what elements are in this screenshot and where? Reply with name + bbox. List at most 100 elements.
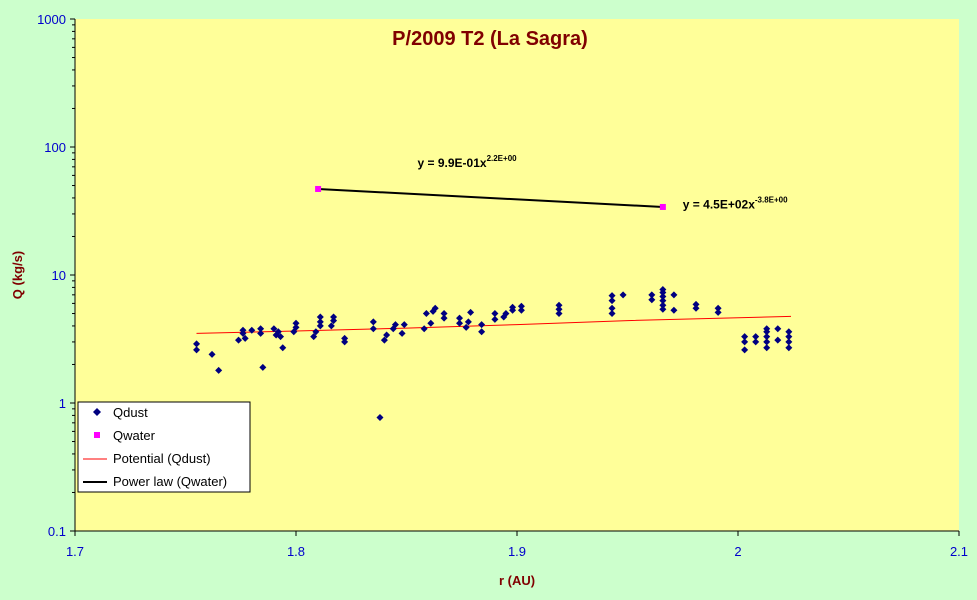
qdust-point-78	[670, 291, 678, 299]
qdust-point-38	[400, 321, 408, 329]
qdust-point-25	[327, 322, 335, 330]
qdust-point-67	[608, 292, 616, 300]
qdust-point-36	[391, 321, 399, 329]
x-tick-label-2: 1.9	[508, 544, 526, 559]
qdust-point-60	[517, 302, 525, 310]
qdust-point-52	[478, 321, 486, 329]
qdust-point-58	[509, 303, 517, 311]
x-tick-label-0: 1.7	[66, 544, 84, 559]
qdust-point-56	[502, 310, 510, 318]
legend-marker-qdust	[93, 408, 101, 416]
qdust-point-2	[208, 350, 216, 358]
qdust-point-49	[464, 318, 472, 326]
qdust-point-23	[316, 318, 324, 326]
qdust-point-0	[193, 340, 201, 348]
qdust-point-70	[648, 291, 656, 299]
y-tick-label-0: 0.1	[48, 524, 66, 539]
axis-ticks: 1.7 1.8 1.9 2 2.1 0.1 1 10 100 1000	[37, 12, 968, 559]
qdust-point-3	[215, 366, 223, 374]
x-tick-label-3: 2	[734, 544, 741, 559]
x-tick-label-1: 1.8	[287, 544, 305, 559]
qdust-point-89	[763, 338, 771, 346]
qdust-point-31	[369, 318, 377, 326]
qdust-point-72	[659, 301, 667, 309]
qdust-point-16	[279, 344, 287, 352]
qdust-point-32	[376, 414, 384, 422]
qdust-point-8	[248, 326, 256, 334]
qdust-point-46	[456, 319, 464, 327]
legend-marker-qwater	[94, 432, 100, 438]
x-tick-label-4: 2.1	[950, 544, 968, 559]
qdust-point-22	[316, 322, 324, 330]
qdust-point-93	[774, 336, 782, 344]
qdust-point-85	[741, 333, 749, 341]
qwater-point-0	[315, 185, 322, 192]
qdust-point-88	[763, 344, 771, 352]
qdust-point-65	[608, 304, 616, 312]
qdust-point-68	[619, 291, 627, 299]
qdust-point-82	[714, 304, 722, 312]
qdust-point-1	[193, 346, 201, 354]
qdust-point-20	[310, 333, 318, 341]
qdust-point-90	[763, 333, 771, 341]
qdust-point-24	[316, 313, 324, 321]
qdust-point-86	[752, 338, 760, 346]
y-axis-title: Q (kg/s)	[10, 251, 25, 299]
legend-label-qwater: Qwater	[113, 428, 156, 443]
y-tick-label-4: 1000	[37, 12, 66, 27]
qdust-point-76	[659, 286, 667, 294]
qdust-point-21	[312, 328, 320, 336]
qdust-point-15	[277, 333, 285, 341]
qdust-point-95	[785, 344, 793, 352]
qdust-point-11	[259, 363, 267, 371]
chart-title: P/2009 T2 (La Sagra)	[392, 28, 588, 50]
y-tick-label-2: 10	[52, 268, 66, 283]
qdust-point-37	[398, 329, 406, 337]
qdust-point-62	[555, 305, 563, 313]
qdust-point-41	[427, 319, 435, 327]
qdust-point-64	[608, 310, 616, 318]
qdust-point-30	[369, 325, 377, 333]
qdust-point-80	[692, 300, 700, 308]
qdust-point-43	[431, 304, 439, 312]
legend-label-potential: Potential (Qdust)	[113, 451, 211, 466]
qdust-point-18	[292, 323, 300, 331]
qdust-point-83	[741, 346, 749, 354]
qwater-point-1	[659, 203, 666, 210]
qdust-point-96	[785, 338, 793, 346]
series-points	[193, 185, 793, 422]
qdust-point-48	[462, 323, 470, 331]
qdust-point-12	[270, 325, 278, 333]
qdust-point-51	[478, 328, 486, 336]
qdust-point-50	[467, 308, 475, 316]
qdust-point-10	[257, 325, 265, 333]
qdust-point-4	[235, 336, 243, 344]
qdust-point-61	[555, 310, 563, 318]
qdust-point-79	[692, 304, 700, 312]
qdust-point-47	[456, 314, 464, 322]
qdust-point-7	[241, 334, 249, 342]
legend: Qdust Qwater Potential (Qdust) Power law…	[77, 401, 251, 493]
qdust-point-69	[648, 296, 656, 304]
qdust-point-66	[608, 297, 616, 305]
qdust-point-9	[257, 329, 265, 337]
x-axis-title: r (AU)	[499, 573, 535, 588]
qdust-point-14	[274, 328, 282, 336]
qdust-point-92	[763, 325, 771, 333]
qdust-point-94	[774, 325, 782, 333]
qdust-point-28	[341, 338, 349, 346]
y-tick-label-1: 1	[59, 396, 66, 411]
qdust-point-97	[785, 333, 793, 341]
qdust-point-19	[292, 319, 300, 327]
qdust-point-44	[440, 314, 448, 322]
qdust-point-59	[517, 306, 525, 314]
qdust-point-87	[752, 333, 760, 341]
qdust-point-6	[239, 326, 247, 334]
qdust-point-27	[330, 313, 338, 321]
qdust-point-63	[555, 301, 563, 309]
qdust-point-53	[491, 315, 499, 323]
qdust-point-33	[380, 336, 388, 344]
qdust-point-45	[440, 310, 448, 318]
qdust-point-71	[659, 305, 667, 313]
